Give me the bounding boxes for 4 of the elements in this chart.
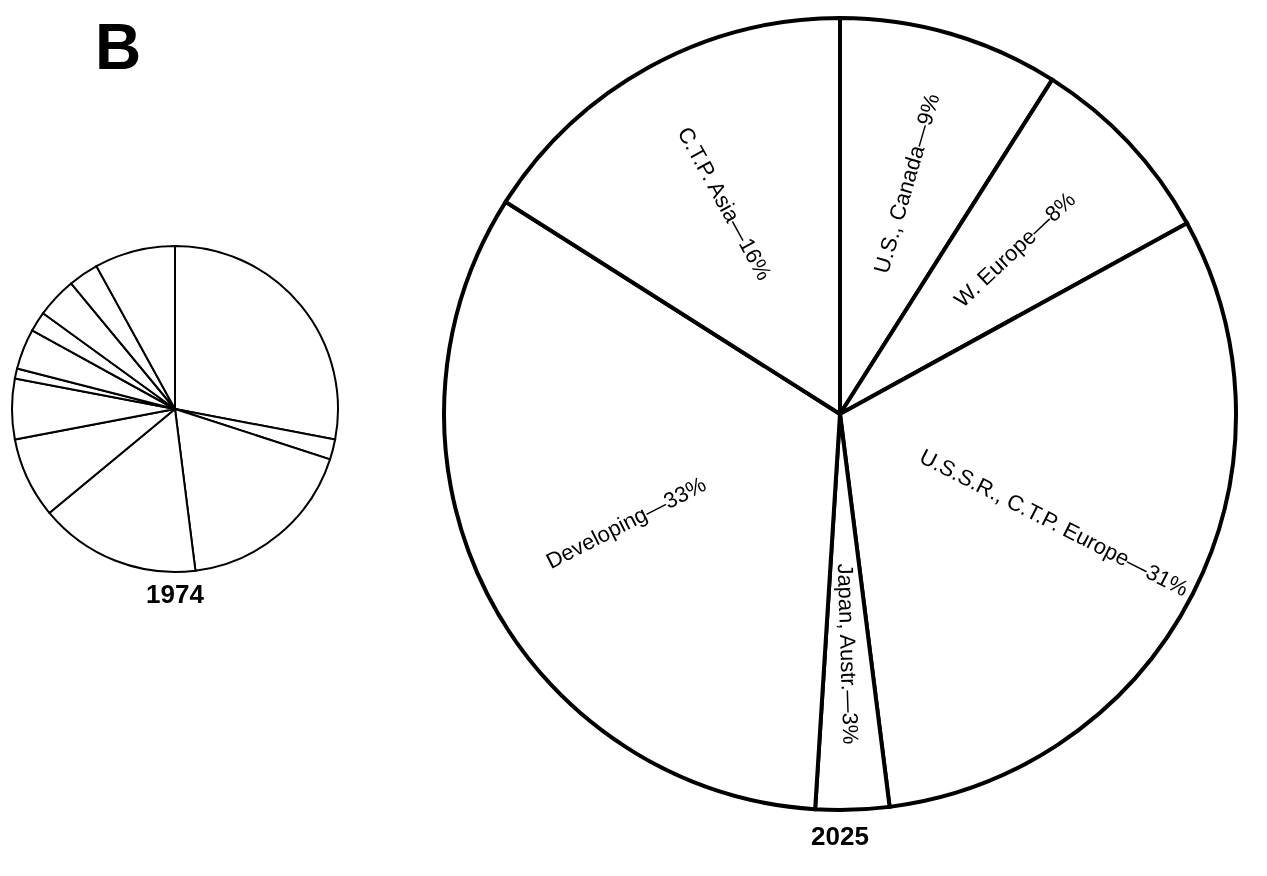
text: 2025: [811, 821, 869, 851]
text: 1974: [146, 579, 205, 609]
slice-label: Japan, Austr.—3%: [832, 563, 864, 745]
text: B: [95, 10, 142, 84]
